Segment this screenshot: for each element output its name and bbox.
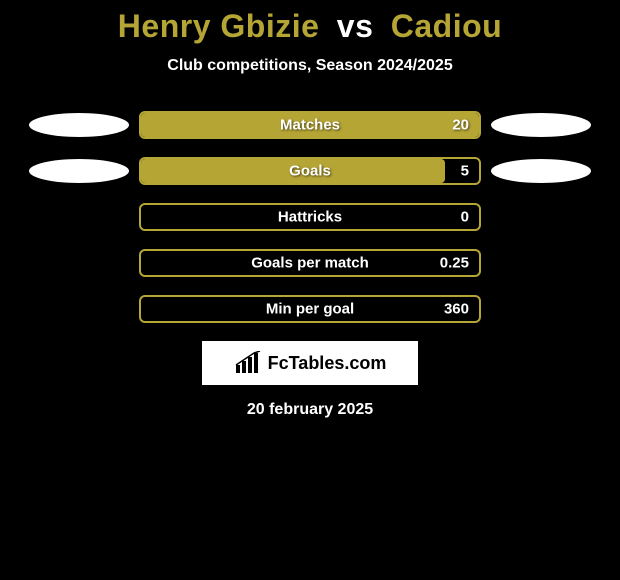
right-ellipse-slot (481, 159, 601, 183)
stat-bar: Hattricks 0 (139, 203, 481, 231)
stat-bar: Matches 20 (139, 111, 481, 139)
stat-value: 360 (444, 301, 469, 318)
stat-label: Min per goal (266, 301, 354, 318)
stat-bar: Goals per match 0.25 (139, 249, 481, 277)
player1-ellipse (29, 113, 129, 137)
stat-label: Goals (289, 163, 331, 180)
stat-bar: Goals 5 (139, 157, 481, 185)
left-ellipse-slot (19, 159, 139, 183)
fctables-logo: FcTables.com (202, 341, 418, 385)
player2-ellipse (491, 113, 591, 137)
stat-value: 5 (461, 163, 469, 180)
player2-ellipse (491, 159, 591, 183)
stat-row: Goals per match 0.25 (0, 249, 620, 277)
subtitle: Club competitions, Season 2024/2025 (0, 57, 620, 75)
stat-label: Goals per match (251, 255, 369, 272)
left-ellipse-slot (19, 113, 139, 137)
stat-label: Hattricks (278, 209, 342, 226)
logo-text: FcTables.com (268, 353, 387, 374)
stat-value: 20 (452, 117, 469, 134)
stats-container: Matches 20 Goals 5 Hattricks 0 Goals per match… (0, 111, 620, 323)
stat-row: Goals 5 (0, 157, 620, 185)
stat-row: Matches 20 (0, 111, 620, 139)
comparison-title: Henry Gbizie vs Cadiou (0, 0, 620, 45)
player1-name: Henry Gbizie (118, 8, 320, 44)
vs-label: vs (337, 8, 374, 44)
stat-value: 0 (461, 209, 469, 226)
stat-bar: Min per goal 360 (139, 295, 481, 323)
stat-row: Hattricks 0 (0, 203, 620, 231)
bar-chart-icon (234, 351, 262, 375)
stat-label: Matches (280, 117, 340, 134)
stat-value: 0.25 (440, 255, 469, 272)
right-ellipse-slot (481, 113, 601, 137)
player1-ellipse (29, 159, 129, 183)
player2-name: Cadiou (391, 8, 502, 44)
date-label: 20 february 2025 (0, 401, 620, 419)
stat-row: Min per goal 360 (0, 295, 620, 323)
